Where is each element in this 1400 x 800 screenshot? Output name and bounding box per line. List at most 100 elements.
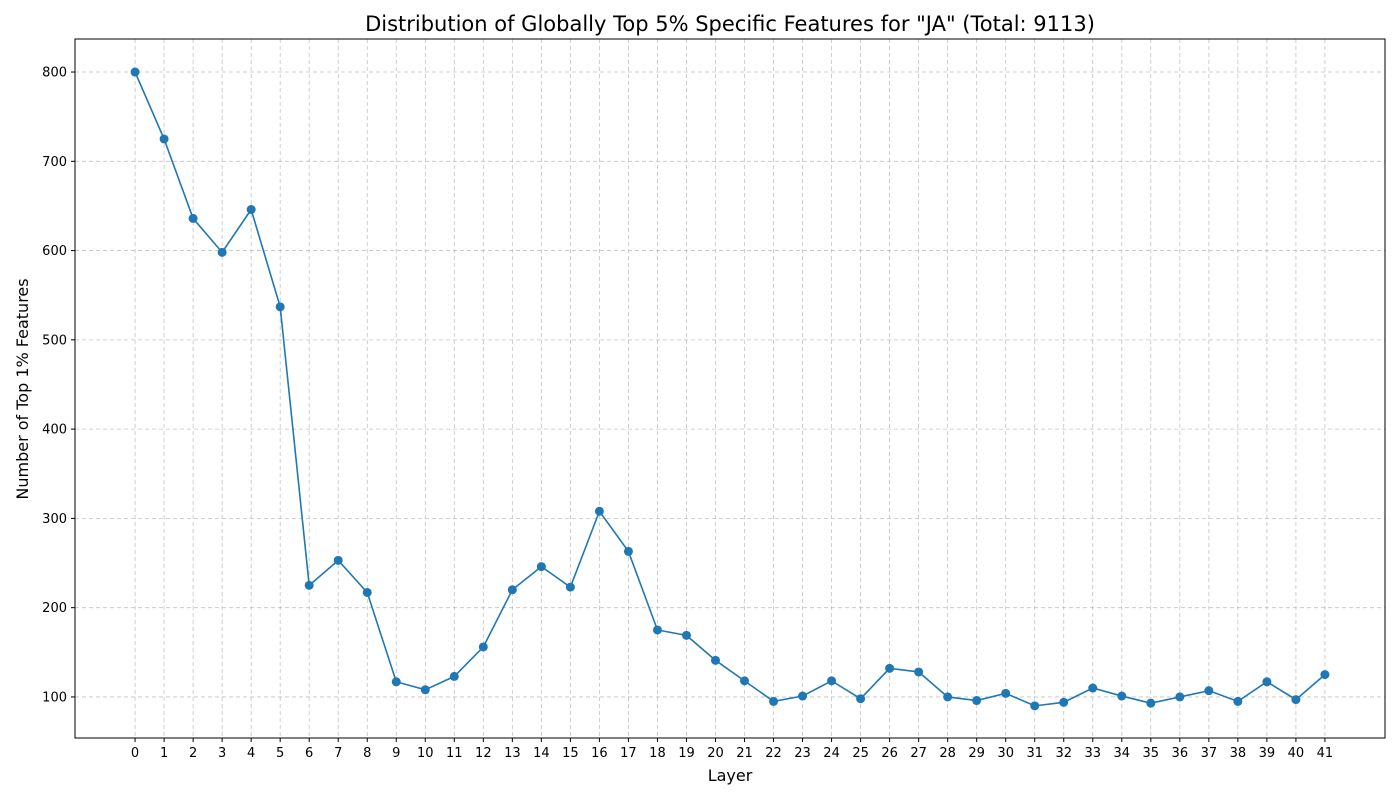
x-tick-label: 0 xyxy=(131,746,139,761)
y-tick-label: 100 xyxy=(42,690,67,705)
x-tick-label: 39 xyxy=(1259,746,1276,761)
plot-frame xyxy=(74,38,1386,739)
data-point xyxy=(391,677,401,687)
y-tick-label: 800 xyxy=(42,66,67,81)
data-point xyxy=(1262,677,1272,687)
x-tick-label: 34 xyxy=(1114,746,1131,761)
data-point xyxy=(159,134,169,144)
x-tick-label: 23 xyxy=(794,746,811,761)
x-tick-label: 26 xyxy=(881,746,898,761)
x-tick-label: 27 xyxy=(910,746,927,761)
x-tick-label: 14 xyxy=(533,746,550,761)
x-tick-label: 29 xyxy=(968,746,985,761)
data-point xyxy=(1001,688,1011,698)
x-axis-label: Layer xyxy=(708,766,753,785)
data-point xyxy=(798,691,808,701)
y-axis-label: Number of Top 1% Features xyxy=(13,278,32,499)
x-tick-label: 6 xyxy=(305,746,313,761)
x-tick-label: 28 xyxy=(939,746,956,761)
x-tick-label: 3 xyxy=(218,746,226,761)
data-point xyxy=(449,671,459,681)
data-point xyxy=(1320,670,1330,680)
x-tick-label: 10 xyxy=(417,746,434,761)
grid-lines xyxy=(75,39,1385,738)
data-point xyxy=(1030,701,1040,711)
data-point xyxy=(1204,686,1214,696)
data-point xyxy=(1088,683,1098,693)
data-point xyxy=(914,667,924,677)
x-tick-label: 4 xyxy=(247,746,255,761)
data-point xyxy=(652,625,662,635)
data-point xyxy=(304,580,314,590)
y-tick-label: 300 xyxy=(42,512,67,527)
data-point xyxy=(362,587,372,597)
x-tick-label: 13 xyxy=(504,746,521,761)
y-tick-label: 700 xyxy=(42,155,67,170)
y-tick-label: 200 xyxy=(42,601,67,616)
x-tick-label: 5 xyxy=(276,746,284,761)
data-point xyxy=(1146,698,1156,708)
series-group xyxy=(130,67,1330,711)
x-tick-label: 11 xyxy=(446,746,463,761)
x-tick-label: 40 xyxy=(1288,746,1305,761)
data-point xyxy=(827,676,837,686)
x-tick-label: 18 xyxy=(649,746,666,761)
data-point xyxy=(333,555,343,565)
x-tick-label: 19 xyxy=(678,746,695,761)
x-tick-label: 30 xyxy=(997,746,1014,761)
x-tick-label: 12 xyxy=(475,746,492,761)
data-point xyxy=(536,562,546,572)
x-tick-label: 32 xyxy=(1055,746,1072,761)
data-point xyxy=(885,663,895,673)
data-point xyxy=(769,696,779,706)
x-tick-label: 21 xyxy=(736,746,753,761)
x-tick-label: 33 xyxy=(1084,746,1101,761)
data-point xyxy=(507,585,517,595)
data-point xyxy=(275,302,285,312)
x-tick-label: 37 xyxy=(1201,746,1218,761)
x-tick-label: 22 xyxy=(765,746,782,761)
data-point xyxy=(246,205,256,215)
data-point xyxy=(710,655,720,665)
x-tick-label: 20 xyxy=(707,746,724,761)
x-tick-label: 2 xyxy=(189,746,197,761)
x-tick-label: 35 xyxy=(1143,746,1160,761)
data-point xyxy=(188,213,198,223)
chart-title: Distribution of Globally Top 5% Specific… xyxy=(365,12,1095,36)
x-tick-label: 15 xyxy=(562,746,579,761)
data-point xyxy=(1233,696,1243,706)
x-tick-label: 38 xyxy=(1230,746,1247,761)
data-point xyxy=(856,694,866,704)
x-tick-label: 25 xyxy=(852,746,869,761)
series-line xyxy=(134,71,1326,707)
y-tick-label: 400 xyxy=(42,423,67,438)
data-point xyxy=(1291,695,1301,705)
data-point xyxy=(478,642,488,652)
x-tick-label: 24 xyxy=(823,746,840,761)
x-tick-label: 41 xyxy=(1317,746,1334,761)
x-tick-label: 8 xyxy=(363,746,371,761)
x-tick-label: 31 xyxy=(1026,746,1043,761)
data-point xyxy=(217,247,227,257)
data-point xyxy=(1117,691,1127,701)
y-tick-label: 500 xyxy=(42,333,67,348)
data-point xyxy=(623,546,633,556)
data-point xyxy=(130,67,140,77)
x-tick-label: 16 xyxy=(591,746,608,761)
x-tick-label: 36 xyxy=(1172,746,1189,761)
data-point xyxy=(594,506,604,516)
x-axis: 0 1 2 3 4 5 6 7 8 9 10 11 12 13 14 15 16 17 18 19 20 21 22 23 24… xyxy=(131,738,1333,761)
y-axis: 100 200 300 400 500 600 700 800 xyxy=(42,66,75,705)
data-point xyxy=(740,676,750,686)
data-point xyxy=(565,582,575,592)
data-point xyxy=(972,696,982,706)
x-tick-label: 1 xyxy=(160,746,168,761)
y-tick-label: 600 xyxy=(42,244,67,259)
x-tick-label: 9 xyxy=(392,746,400,761)
data-point xyxy=(1059,697,1069,707)
data-point xyxy=(681,630,691,640)
x-tick-label: 17 xyxy=(620,746,637,761)
data-point xyxy=(1175,692,1185,702)
data-point xyxy=(420,685,430,695)
